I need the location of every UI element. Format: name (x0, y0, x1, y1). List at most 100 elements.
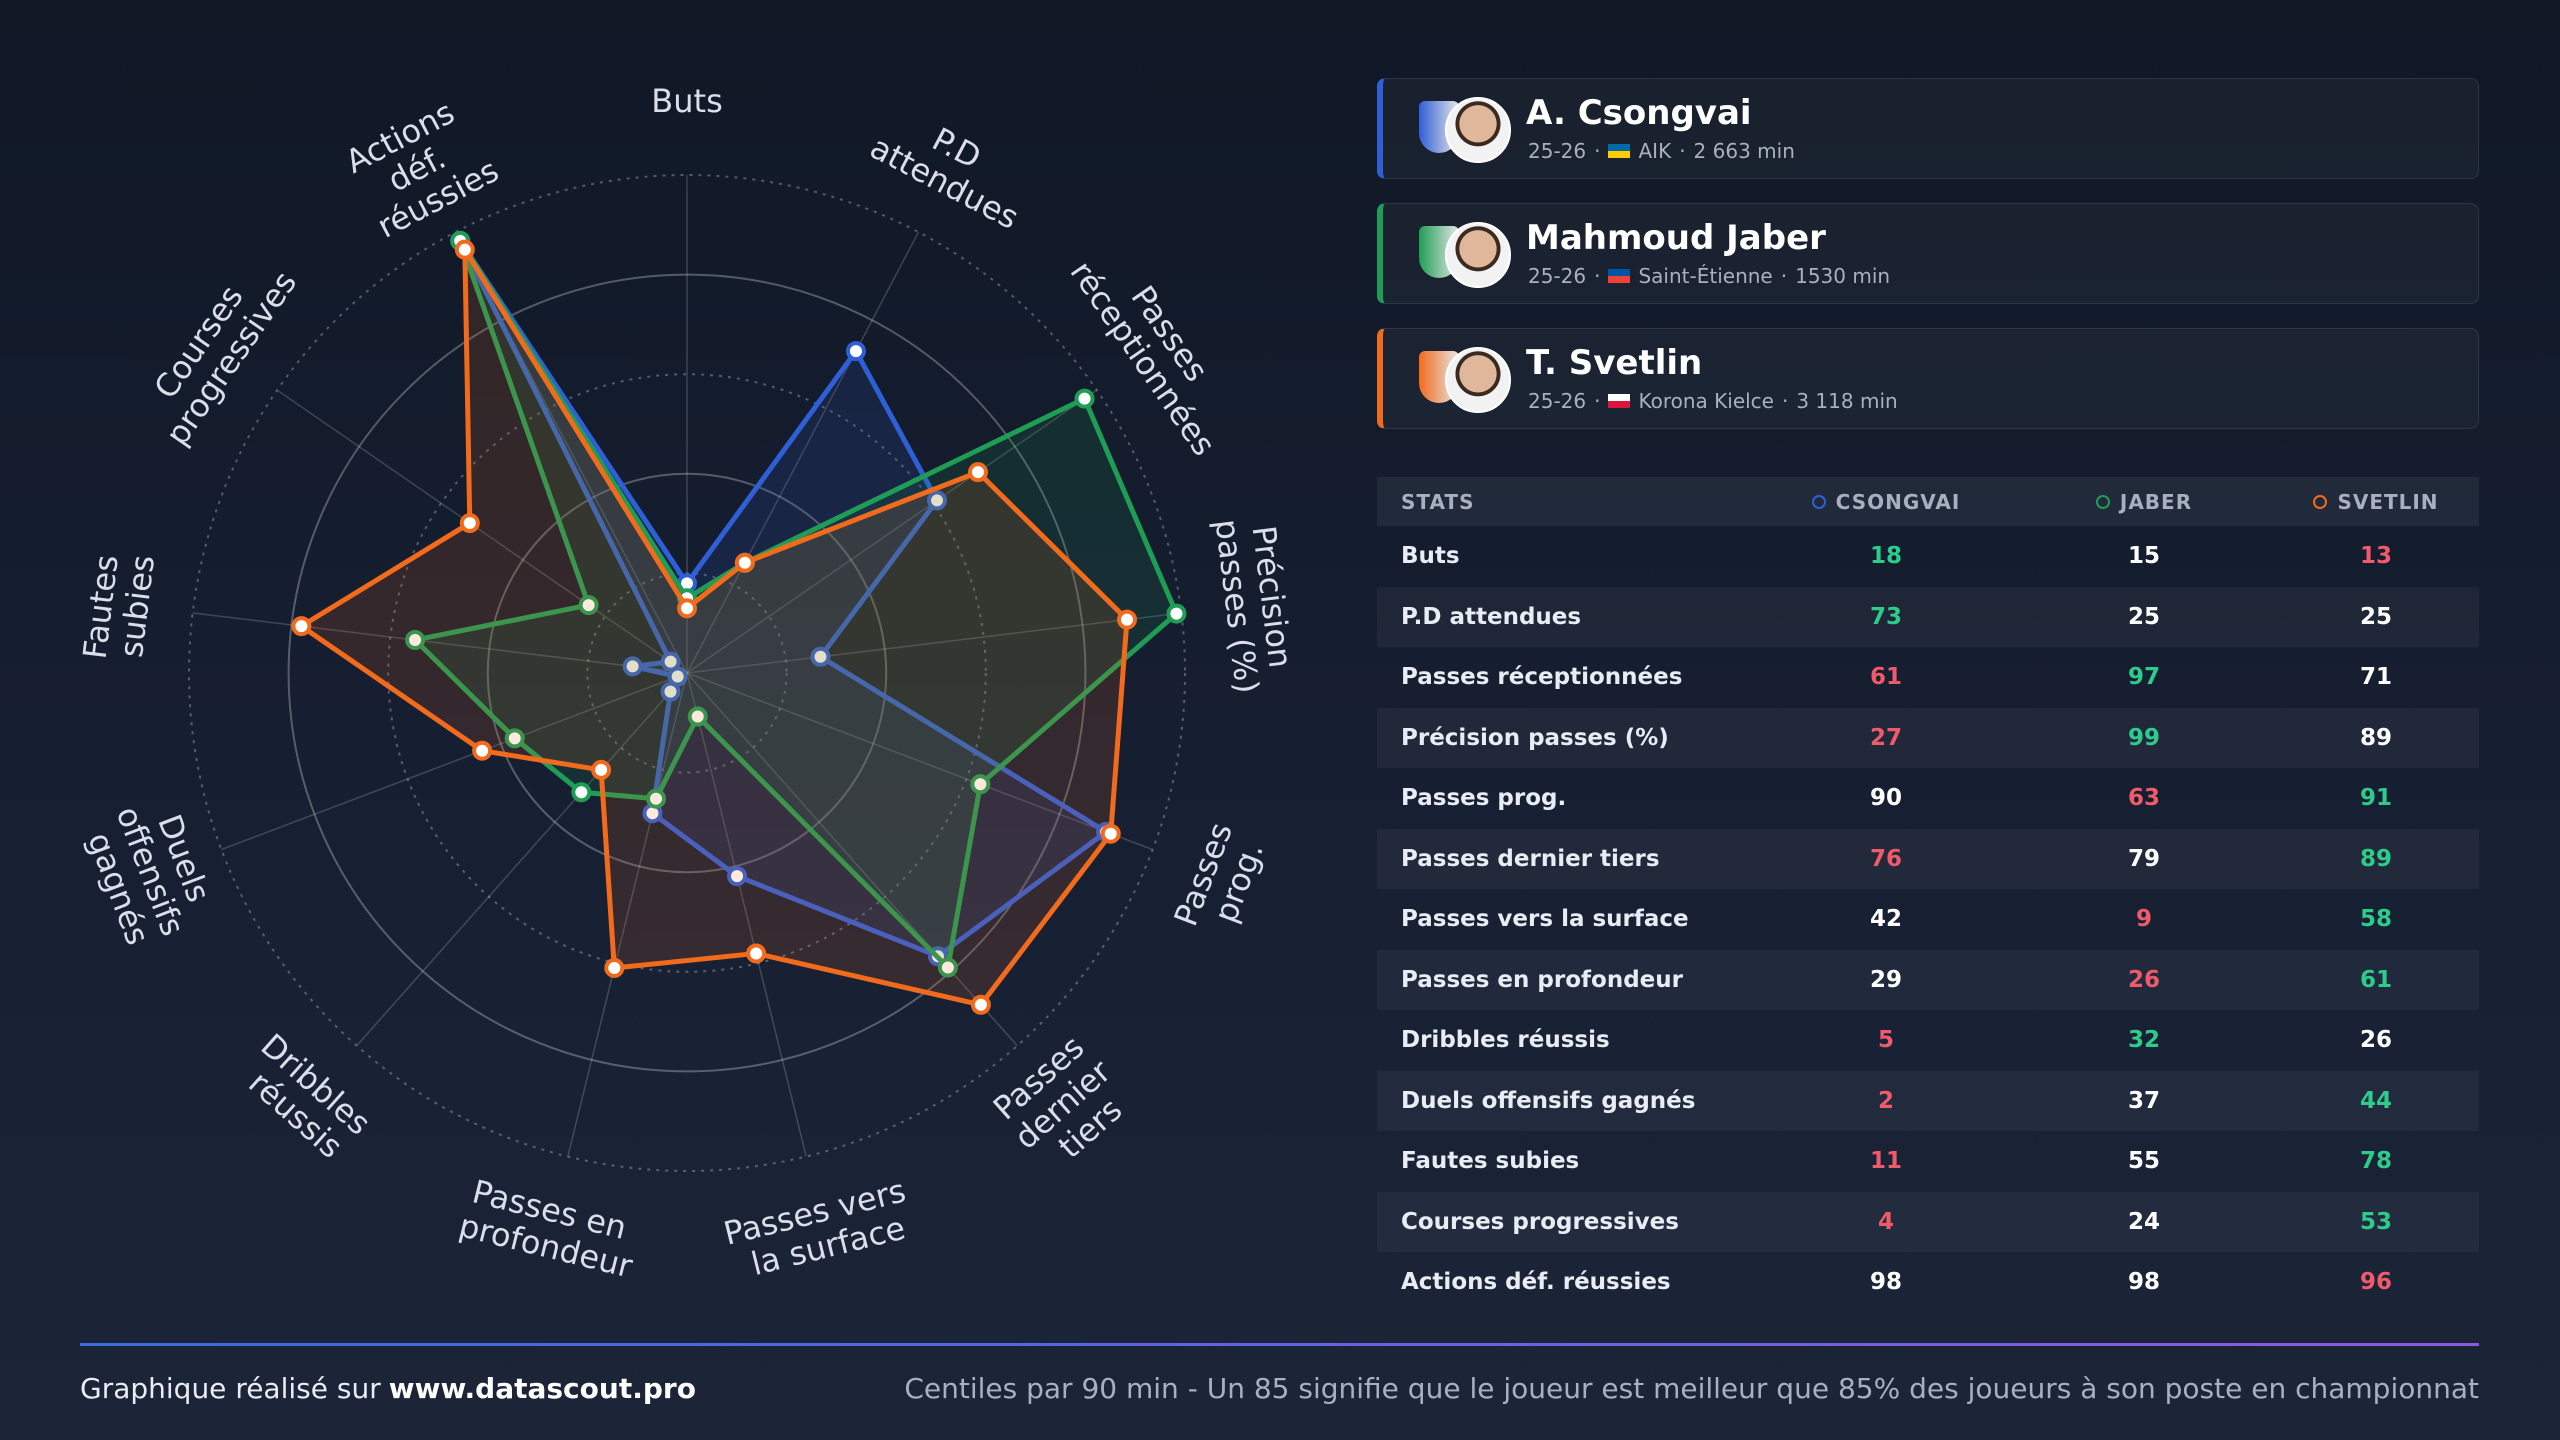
stat-value: 63 (2127, 785, 2160, 812)
player-card: Mahmoud Jaber 25-26 Saint-Étienne 1530 min (1377, 203, 2479, 304)
axis-label: Passes dernier tiers (983, 1019, 1149, 1184)
data-point (459, 513, 480, 534)
player-card: A. Csongvai 25-26 AIK 2 663 min (1377, 78, 2479, 179)
stat-value: 29 (1869, 966, 1902, 993)
stat-label: Buts (1401, 543, 1460, 570)
stat-value: 58 (2359, 906, 2392, 933)
minutes: 2 663 min (1693, 139, 1795, 163)
axis-label: Passes en profondeur (455, 1171, 645, 1285)
stat-value: 71 (2359, 664, 2392, 691)
season: 25-26 (1528, 139, 1587, 163)
stat-value: 37 (2127, 1087, 2160, 1114)
data-point (1116, 609, 1137, 630)
stat-label: Fautes subies (1401, 1148, 1580, 1175)
stat-value: 4 (1877, 1208, 1894, 1235)
credit-text: Graphique réalisé sur (80, 1372, 381, 1405)
stat-value: 61 (2359, 966, 2392, 993)
data-point (291, 616, 312, 637)
data-point (591, 759, 612, 780)
stat-label: Passes en profondeur (1401, 966, 1683, 993)
stat-value: 98 (1869, 1269, 1902, 1296)
minutes: 1530 min (1795, 264, 1891, 288)
stat-row: Précision passes (%) 27 99 89 (1377, 707, 2479, 768)
series-area (298, 247, 1130, 1008)
stat-label: Passes dernier tiers (1401, 845, 1660, 872)
stat-value: 55 (2127, 1148, 2160, 1175)
data-point (571, 782, 592, 803)
stat-value: 26 (2127, 966, 2160, 993)
spoke (192, 612, 688, 674)
stat-value: 53 (2359, 1208, 2392, 1235)
spoke (686, 672, 807, 1157)
stat-row: Passes prog. 90 63 91 (1377, 768, 2479, 829)
header-player: SVETLIN (2273, 490, 2479, 514)
stat-row: Passes vers la surface 42 9 58 (1377, 889, 2479, 950)
club: AIK (1638, 139, 1672, 163)
data-point (660, 681, 681, 702)
credit-site[interactable]: www.datascout.pro (388, 1372, 696, 1405)
stat-value: 13 (2359, 543, 2392, 570)
data-point (660, 651, 681, 672)
player-card: T. Svetlin 25-26 Korona Kielce 3 118 min (1377, 328, 2479, 429)
player-name: T. Svetlin (1526, 343, 1703, 383)
axis-label: Passes prog. (1166, 808, 1277, 944)
stat-value: 9 (2135, 906, 2152, 933)
stat-value: 79 (2127, 845, 2160, 872)
club: Korona Kielce (1638, 389, 1774, 413)
stat-label: Actions déf. réussies (1401, 1269, 1671, 1296)
data-point (578, 595, 599, 616)
stat-value: 32 (2127, 1027, 2160, 1054)
data-point (970, 774, 991, 795)
stat-row: Passes en profondeur 29 26 61 (1377, 949, 2479, 1010)
player-meta: 25-26 Saint-Étienne 1530 min (1528, 264, 1890, 288)
stat-value: 15 (2127, 543, 2160, 570)
player-meta: 25-26 Korona Kielce 3 118 min (1528, 389, 1898, 413)
stat-label: Dribbles réussis (1401, 1027, 1610, 1054)
stat-row: Buts 18 15 13 (1377, 526, 2479, 587)
stat-value: 18 (1869, 543, 1902, 570)
grid-ring (188, 174, 1186, 1172)
stat-value: 89 (2359, 845, 2392, 872)
header-stats: STATS (1401, 489, 1475, 514)
legend-dot (1811, 494, 1826, 509)
stat-value: 42 (1869, 906, 1902, 933)
stat-label: Passes réceptionnées (1401, 664, 1683, 691)
minutes: 3 118 min (1796, 389, 1898, 413)
stat-value: 73 (1869, 603, 1902, 630)
season: 25-26 (1528, 264, 1587, 288)
data-point (1100, 823, 1121, 844)
axis-label: Courses progressives (128, 244, 304, 453)
stat-value: 98 (2127, 1269, 2160, 1296)
table-header: STATS CSONGVAI JABER SVETLIN (1377, 477, 2479, 526)
axis-label: Dribbles réussis (230, 1026, 386, 1176)
footer-note: Centiles par 90 min - Un 85 signifie que… (904, 1372, 2479, 1405)
spoke (686, 672, 1018, 1047)
legend-dot (2313, 494, 2328, 509)
player-avatar (1445, 97, 1511, 163)
separator (1679, 139, 1685, 163)
separator (1781, 264, 1787, 288)
spoke (686, 231, 920, 674)
player-avatar (1445, 222, 1511, 288)
stat-value: 61 (1869, 664, 1902, 691)
spoke (356, 672, 688, 1047)
stat-row: Passes dernier tiers 76 79 89 (1377, 828, 2479, 889)
stat-value: 96 (2359, 1269, 2392, 1296)
stat-value: 25 (2127, 603, 2160, 630)
stat-label: Passes prog. (1401, 785, 1567, 812)
player-name: A. Csongvai (1526, 93, 1752, 133)
stat-row: Fautes subies 11 55 78 (1377, 1131, 2479, 1192)
data-point (734, 552, 755, 573)
data-point (1074, 388, 1095, 409)
axis-label: Actions déf. réussies (338, 87, 505, 245)
player-avatar (1445, 347, 1511, 413)
stat-row: Courses progressives 4 24 53 (1377, 1191, 2479, 1252)
data-point (472, 740, 493, 761)
stat-row: Dribbles réussis 5 32 26 (1377, 1010, 2479, 1071)
data-point (454, 239, 475, 260)
header-player: CSONGVAI (1757, 490, 2015, 514)
stat-value: 91 (2359, 785, 2392, 812)
separator (1594, 139, 1600, 163)
grid-ring (387, 373, 987, 973)
spoke (686, 389, 1098, 674)
